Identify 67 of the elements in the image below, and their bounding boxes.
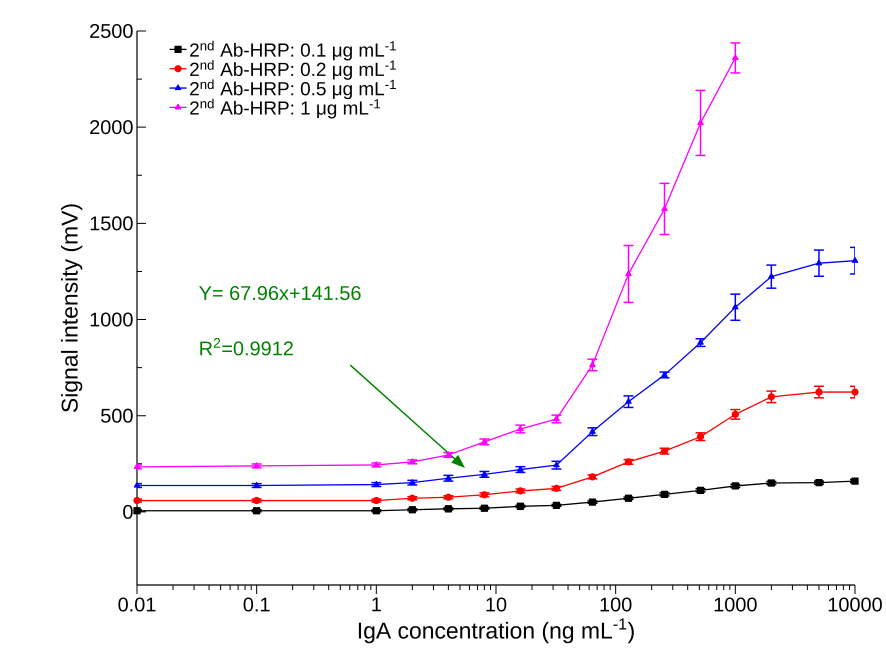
point bbox=[409, 458, 416, 464]
legend-label: 2$^{nd}$ Ab-HRP: 0.2 μg mL$^{-1}$ bbox=[190, 60, 396, 80]
point bbox=[732, 54, 739, 60]
y-axis-title: Signal intensity (mV) bbox=[60, 204, 82, 412]
point bbox=[732, 410, 739, 418]
point bbox=[625, 270, 632, 276]
point bbox=[589, 428, 596, 434]
point bbox=[768, 272, 775, 279]
y-tick-label: 2500 bbox=[90, 24, 133, 38]
x-tick-label: 100 bbox=[600, 598, 632, 612]
legend-label: 2$^{nd}$ Ab-HRP: 0.1 μg mL$^{-1}$ bbox=[190, 40, 396, 60]
point bbox=[625, 398, 632, 404]
x-tick-label: 10 bbox=[486, 598, 506, 612]
point bbox=[552, 484, 560, 492]
annotation: R$^{2}$=0.9912 bbox=[200, 338, 293, 356]
point bbox=[409, 479, 416, 485]
point bbox=[372, 507, 380, 514]
y-tick-label: 500 bbox=[101, 408, 133, 423]
point bbox=[552, 502, 560, 509]
y-tick-label: 1500 bbox=[90, 216, 133, 230]
point bbox=[768, 479, 775, 487]
legend-label: 2$^{nd}$ Ab-HRP: 1 μg mL$^{-1}$ bbox=[190, 98, 380, 118]
point bbox=[516, 502, 524, 510]
point bbox=[480, 491, 488, 498]
y-tick-label: 2000 bbox=[90, 120, 133, 134]
point bbox=[516, 487, 524, 495]
point bbox=[697, 119, 704, 126]
point bbox=[588, 473, 596, 481]
point bbox=[480, 504, 488, 512]
point bbox=[481, 470, 488, 477]
point bbox=[373, 461, 380, 468]
point bbox=[661, 205, 668, 212]
y-tick-label: 1000 bbox=[90, 312, 133, 327]
point bbox=[588, 498, 596, 506]
point bbox=[373, 480, 380, 487]
point bbox=[481, 438, 488, 444]
y-tick-label: 0 bbox=[123, 504, 133, 519]
legend-label: 2$^{nd}$ Ab-HRP: 0.5 μg mL$^{-1}$ bbox=[190, 79, 396, 100]
point bbox=[445, 451, 452, 458]
point bbox=[553, 462, 560, 468]
x-tick-label: 1 bbox=[372, 598, 381, 612]
point bbox=[732, 304, 739, 310]
point bbox=[696, 433, 704, 440]
point bbox=[732, 482, 739, 490]
x-tick-label: 0.1 bbox=[244, 598, 270, 612]
x-axis-title: IgA concentration (ng mL$^{-1}$) bbox=[358, 618, 634, 644]
point bbox=[696, 486, 704, 494]
point bbox=[697, 338, 704, 345]
point bbox=[553, 415, 560, 422]
point bbox=[408, 494, 416, 502]
point bbox=[372, 496, 380, 504]
point bbox=[624, 494, 632, 502]
point bbox=[768, 393, 775, 400]
point bbox=[444, 494, 452, 501]
point bbox=[589, 361, 596, 368]
point bbox=[517, 425, 524, 432]
x-tick-label: 1000 bbox=[714, 598, 757, 612]
point bbox=[444, 505, 452, 512]
point bbox=[661, 371, 668, 378]
point bbox=[660, 490, 668, 498]
x-tick-label: 0.01 bbox=[118, 598, 156, 612]
point bbox=[408, 506, 416, 514]
annotation: Y= 67.96x+141.56 bbox=[199, 286, 361, 300]
point bbox=[445, 474, 452, 480]
point bbox=[517, 466, 524, 472]
x-tick-label: 10000 bbox=[828, 598, 882, 612]
point bbox=[624, 458, 632, 466]
